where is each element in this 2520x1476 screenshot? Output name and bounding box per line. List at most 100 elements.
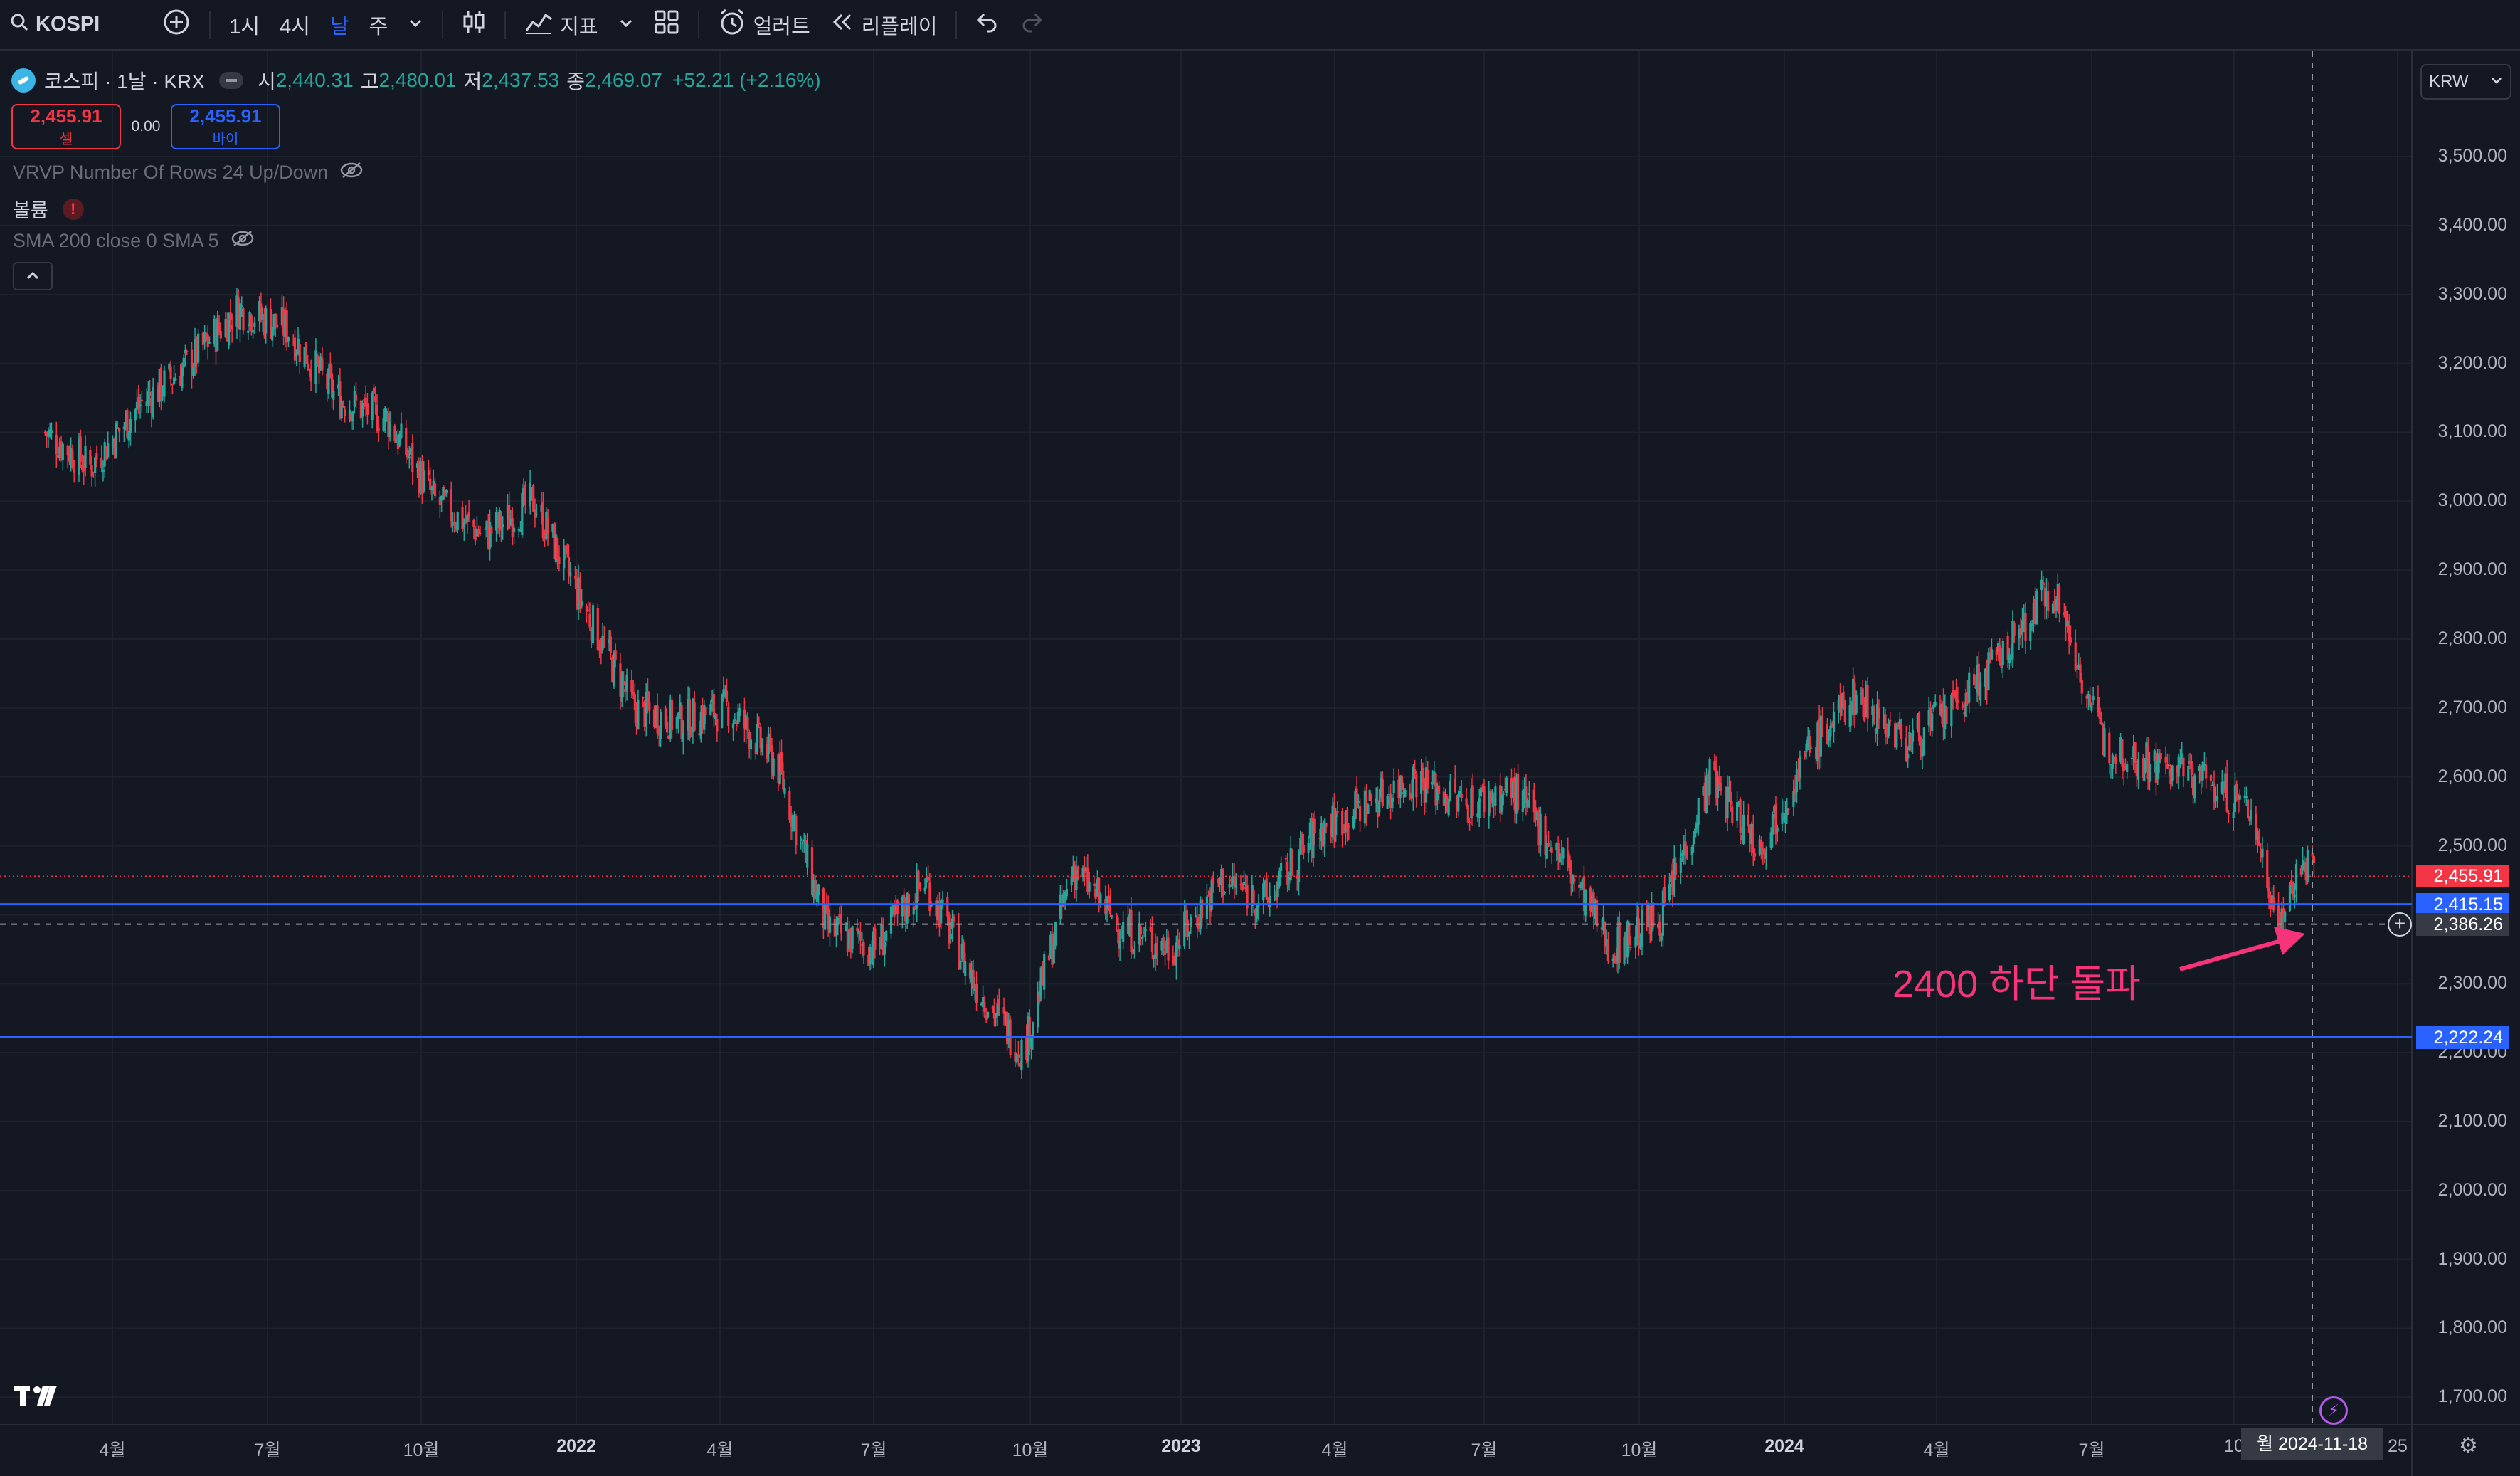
- candle-body: [519, 530, 522, 532]
- interval-1h[interactable]: 1시: [229, 15, 260, 38]
- chevron-down-icon: [408, 13, 423, 36]
- interval-4h[interactable]: 4시: [280, 15, 310, 38]
- candle-body: [1895, 726, 1898, 748]
- candle-body: [305, 342, 307, 364]
- undo-button[interactable]: [965, 0, 1010, 51]
- layout-button[interactable]: [644, 0, 689, 51]
- candle-body: [350, 413, 353, 422]
- candle-body: [2257, 831, 2261, 846]
- candle-body: [2010, 657, 2013, 659]
- candle-body: [1626, 921, 1629, 957]
- candle-body: [545, 512, 548, 540]
- candle-body: [387, 413, 390, 437]
- candle-body: [736, 712, 739, 724]
- candle-body: [1679, 857, 1682, 873]
- candle-body: [115, 422, 117, 459]
- candle-body: [2159, 752, 2162, 759]
- interval-dropdown[interactable]: [398, 0, 433, 51]
- eye-off-icon[interactable]: [231, 229, 255, 253]
- candle-body: [1320, 823, 1323, 842]
- buy-button[interactable]: 2,455.91 바이: [171, 104, 280, 149]
- candle-body: [1860, 692, 1863, 695]
- candle-body: [1898, 719, 1901, 730]
- candle-body: [297, 339, 300, 354]
- candle-body: [2237, 796, 2240, 801]
- candle-body: [411, 443, 414, 473]
- candle-body: [1829, 725, 1832, 737]
- indicator-sma[interactable]: SMA 200 close 0 SMA 5: [13, 229, 255, 253]
- candle-body: [1674, 863, 1678, 875]
- candle-body: [150, 397, 153, 414]
- layout-icon: [654, 9, 679, 41]
- candle-body: [692, 698, 694, 732]
- candle-body: [1325, 823, 1328, 827]
- candle-body: [1186, 919, 1189, 937]
- candle-body: [1568, 855, 1571, 869]
- interval-week[interactable]: 주: [369, 15, 388, 38]
- candle-body: [2053, 601, 2056, 606]
- indicators-label: 지표: [560, 15, 598, 38]
- candle-body: [2223, 781, 2225, 793]
- collapse-legend-button[interactable]: [13, 262, 53, 290]
- candle-body: [1758, 839, 1761, 855]
- candle-body: [2209, 775, 2213, 781]
- candle-body: [916, 873, 918, 909]
- candle-body: [1399, 776, 1402, 798]
- warning-icon[interactable]: !: [62, 198, 84, 220]
- indicator-vrvp[interactable]: VRVP Number Of Rows 24 Up/Down: [13, 161, 364, 184]
- replay-button[interactable]: 리플레이: [820, 0, 948, 51]
- candle-body: [60, 441, 63, 458]
- candle-body: [862, 942, 865, 956]
- candle-body: [1536, 811, 1539, 821]
- redo-button[interactable]: [1010, 0, 1054, 51]
- candle-body: [512, 527, 516, 532]
- symbol-search[interactable]: KOSPI: [0, 0, 110, 51]
- indicators-button[interactable]: 지표: [514, 0, 608, 51]
- indicators-dropdown[interactable]: [608, 0, 644, 51]
- candle-body: [867, 954, 870, 966]
- candle-body: [551, 524, 554, 532]
- price-axis-label: 2,000.00: [2437, 1179, 2507, 1200]
- candle-body: [94, 457, 97, 473]
- low-label: 저: [463, 70, 482, 93]
- legend-title[interactable]: 코스피 · 1날 · KRX: [44, 70, 205, 93]
- candle-body: [721, 695, 724, 728]
- price-chart[interactable]: [0, 51, 2520, 1476]
- add-alert-plus-icon[interactable]: +: [2388, 912, 2412, 937]
- compare-button[interactable]: [152, 0, 201, 51]
- chart-annotation[interactable]: 2400 하단 돌파: [1892, 963, 2141, 1006]
- currency-select[interactable]: KRW: [2420, 64, 2511, 100]
- alert-button[interactable]: 얼러트: [708, 0, 820, 51]
- candle-body: [1853, 682, 1856, 715]
- candle-body: [1957, 700, 1959, 703]
- candle-body: [2158, 753, 2161, 763]
- candle-body: [1932, 705, 1935, 709]
- candle-body: [56, 455, 60, 458]
- candle-body: [906, 893, 909, 924]
- candle-body: [521, 493, 524, 536]
- candle-body: [1278, 871, 1281, 887]
- price-axis-label: 3,000.00: [2437, 490, 2507, 511]
- candle-body: [2135, 764, 2138, 776]
- chart-type-button[interactable]: [452, 0, 496, 51]
- candle-body: [1422, 767, 1424, 784]
- candle-body: [275, 324, 279, 328]
- eye-off-icon[interactable]: [339, 161, 364, 184]
- candle-body: [1251, 885, 1254, 907]
- candle-body: [1814, 747, 1818, 760]
- lightning-icon[interactable]: ⚡: [2319, 1396, 2348, 1425]
- tradingview-logo-icon[interactable]: [14, 1381, 60, 1416]
- gear-icon[interactable]: ⚙: [2459, 1434, 2478, 1457]
- candle-body: [149, 391, 152, 396]
- candle-body: [1165, 940, 1168, 951]
- candle-body: [1555, 843, 1558, 851]
- interval-day[interactable]: 날: [329, 15, 349, 38]
- candle-body: [194, 339, 196, 367]
- date-axis-label: 7월: [1471, 1440, 1498, 1460]
- candle-body: [991, 1007, 994, 1009]
- indicator-volume[interactable]: 볼륨 !: [13, 195, 84, 223]
- hide-legend-icon[interactable]: [218, 72, 243, 89]
- candle-body: [213, 318, 216, 344]
- candle-body: [462, 522, 465, 527]
- sell-button[interactable]: 2,455.91 셀: [11, 104, 121, 149]
